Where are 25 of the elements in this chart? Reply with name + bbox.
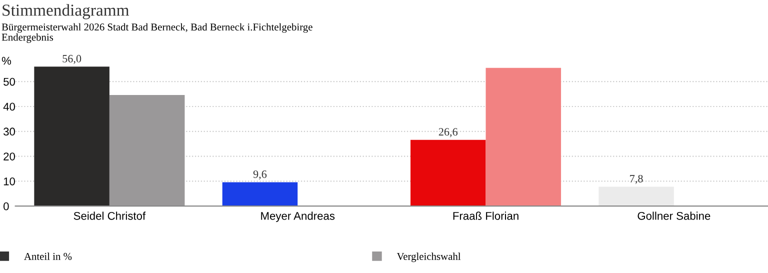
y-tick-label: 0 xyxy=(4,202,9,210)
x-tick-label: Meyer Andreas xyxy=(261,212,335,222)
bar xyxy=(410,140,486,206)
data-label: 56,0 xyxy=(62,54,82,64)
bar xyxy=(109,95,185,206)
y-tick-label: 50 xyxy=(4,78,16,86)
y-axis-title: % xyxy=(2,56,12,65)
y-tick-label: 40 xyxy=(3,102,16,111)
bar xyxy=(222,182,298,206)
data-label: 26,6 xyxy=(438,128,458,138)
y-tick-label: 30 xyxy=(4,128,16,136)
legend-label: Vergleichswahl xyxy=(396,252,461,262)
x-tick-label: Fraaß Florian xyxy=(453,212,518,220)
x-tick-label: Gollner Sabine xyxy=(638,212,710,220)
bar xyxy=(34,66,110,206)
legend-label: Anteil in % xyxy=(24,252,72,260)
y-tick-label: 20 xyxy=(4,152,16,160)
y-tick-label: 10 xyxy=(4,177,16,186)
data-label: 9,6 xyxy=(253,170,267,180)
bar xyxy=(486,68,562,206)
chart-subtitle: Bürgermeisterwahl 2026 Stadt Bad Berneck, Bad Berneck i.Fichtelgebirge Endergebnis xyxy=(2,23,312,43)
x-tick-label: Seidel Christof xyxy=(74,212,146,220)
data-label: 7,8 xyxy=(630,174,643,184)
bar xyxy=(598,186,674,206)
chart-title: Stimmendiagramm xyxy=(2,4,130,20)
